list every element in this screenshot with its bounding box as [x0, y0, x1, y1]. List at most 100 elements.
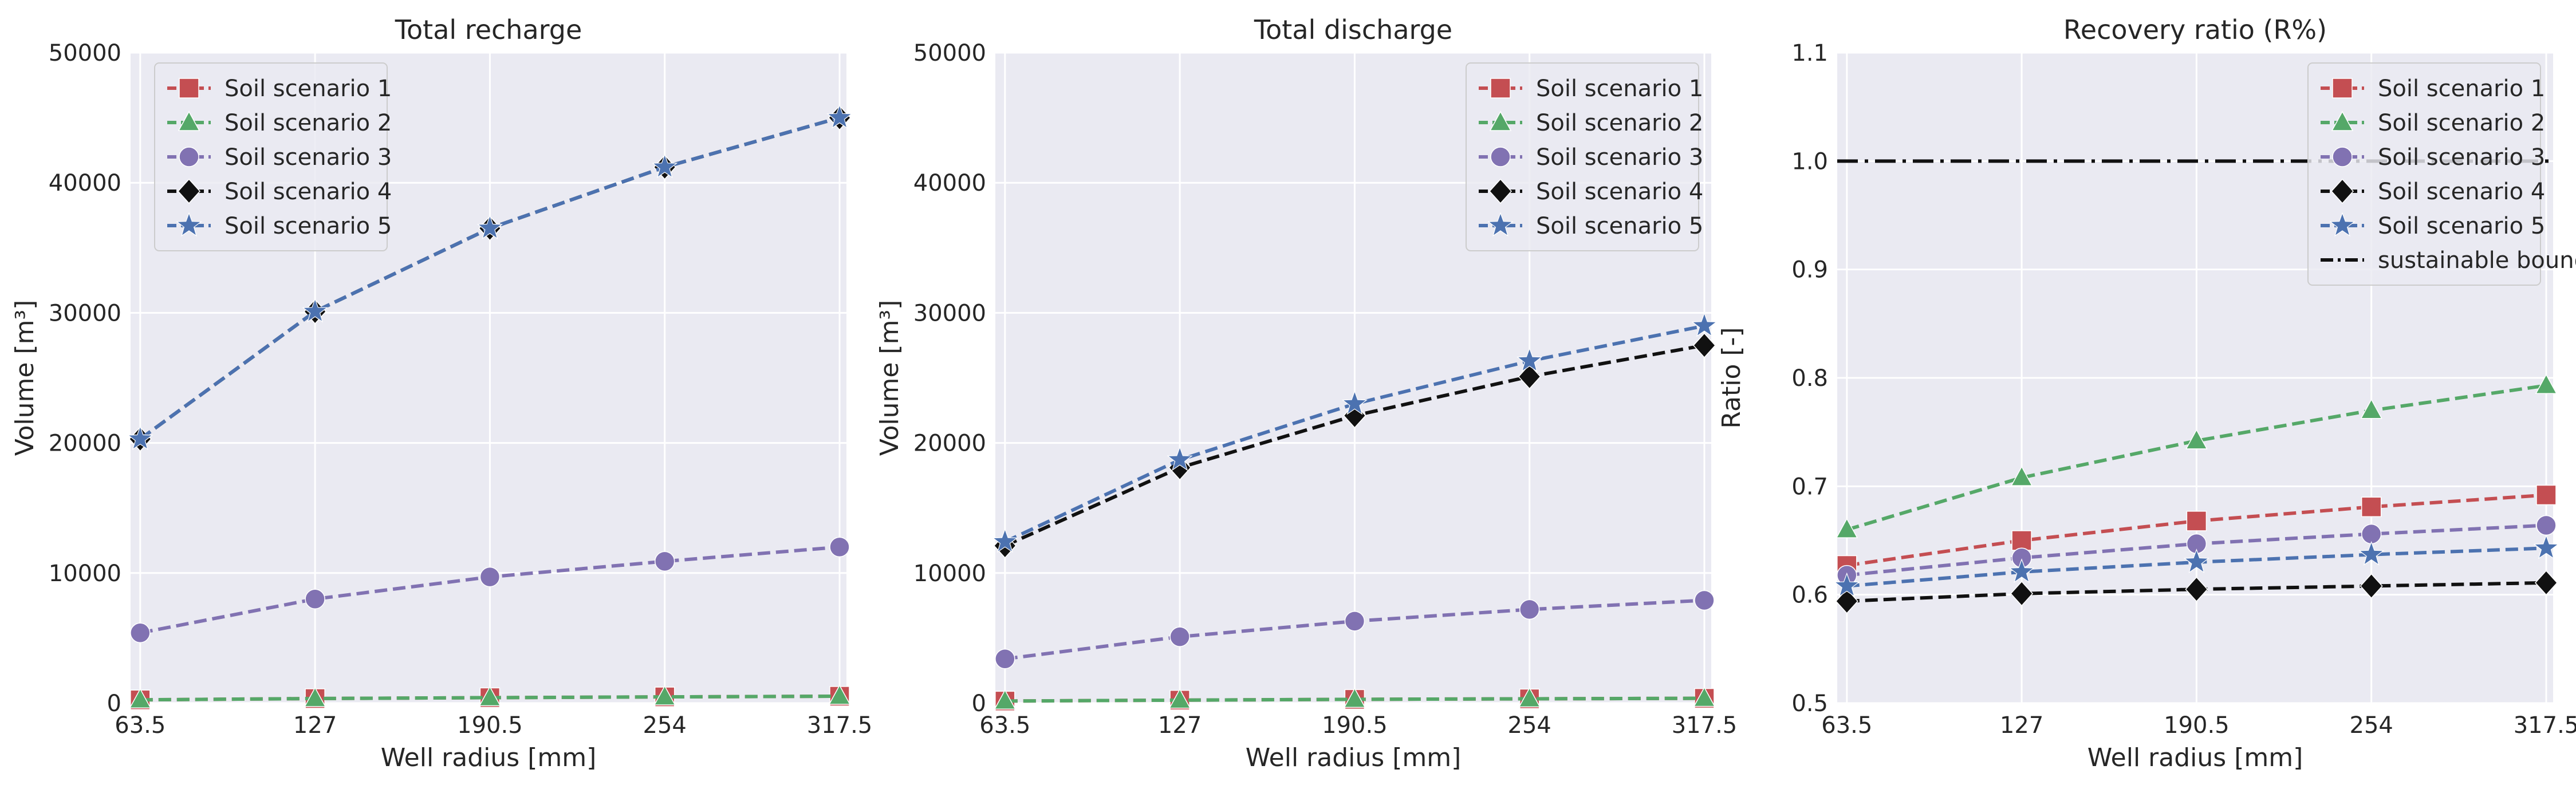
legend: Soil scenario 1 Soil scenario 2 Soil scena…	[2307, 62, 2576, 286]
legend-entry: Soil scenario 4	[2321, 178, 2545, 205]
legend-label: Soil scenario 3	[2378, 144, 2545, 171]
legend-marker	[179, 78, 199, 98]
data-point	[653, 685, 676, 705]
data-point	[1692, 333, 1716, 358]
data-point	[1341, 390, 1368, 415]
data-point	[1169, 626, 1190, 647]
data-point	[302, 298, 328, 323]
legend-label: Soil scenario 1	[1536, 76, 1703, 102]
data-point	[2185, 577, 2208, 602]
x-tick-label: 190.5	[2164, 712, 2230, 739]
y-axis-label: Ratio [-]	[1717, 327, 1746, 428]
legend-label: Soil scenario 1	[2378, 76, 2545, 102]
data-point	[652, 153, 678, 179]
series-4	[993, 333, 1716, 559]
legend-label: Soil scenario 5	[2378, 213, 2545, 239]
x-tick-label: 254	[1508, 712, 1551, 739]
x-tick-label: 254	[643, 712, 687, 739]
legend: Soil scenario 1 Soil scenario 2 Soil scena…	[1466, 62, 1703, 251]
series-3	[995, 590, 1715, 669]
data-point	[2360, 399, 2382, 419]
data-point	[2535, 373, 2558, 394]
data-point	[1693, 687, 1716, 707]
legend-entry: Soil scenario 2	[167, 110, 392, 136]
data-point	[995, 649, 1015, 669]
legend-label: Soil scenario 4	[224, 179, 392, 205]
data-point	[2361, 523, 2382, 545]
legend-marker	[176, 212, 202, 237]
legend-box	[1466, 62, 1699, 251]
y-tick-label: 50000	[913, 40, 986, 66]
legend-entry: Soil scenario 4	[1479, 178, 1703, 205]
legend-marker	[1487, 212, 1514, 237]
x-tick-label: 63.5	[979, 712, 1030, 739]
legend-label: sustainable boundary	[2378, 247, 2576, 274]
series-4	[1835, 570, 2558, 614]
y-tick-label: 50000	[49, 40, 121, 66]
data-point	[992, 528, 1018, 553]
legend-label: Soil scenario 2	[1536, 110, 1703, 136]
series-2	[994, 687, 1716, 710]
legend-marker	[1490, 147, 1511, 167]
x-tick-label: 127	[1158, 712, 1202, 739]
y-tick-label: 30000	[913, 300, 986, 326]
legend-entry: Soil scenario 4	[167, 178, 392, 205]
data-point	[2360, 573, 2383, 599]
legend-marker	[2332, 147, 2353, 167]
data-point	[2010, 581, 2034, 606]
legend-entry: Soil scenario 3	[167, 144, 392, 171]
data-point	[127, 425, 153, 451]
data-point	[2536, 515, 2557, 536]
data-point	[2010, 465, 2033, 486]
x-tick-label: 317.5	[1672, 712, 1738, 739]
legend-label: Soil scenario 4	[1536, 179, 1703, 205]
y-tick-label: 20000	[913, 431, 986, 457]
legend-marker	[1488, 178, 1512, 204]
data-point	[2011, 530, 2032, 551]
y-tick-label: 0.6	[1791, 582, 1828, 609]
y-tick-label: 20000	[49, 431, 121, 457]
data-point	[1344, 687, 1366, 708]
chart-title: Recovery ratio (R%)	[2063, 14, 2327, 45]
y-axis-label: Volume [m³]	[875, 300, 904, 456]
legend-label: Soil scenario 3	[224, 144, 392, 171]
data-point	[129, 688, 152, 709]
y-tick-label: 1.1	[1791, 40, 1828, 66]
data-point	[479, 685, 501, 707]
chart-title: Total recharge	[395, 14, 582, 45]
legend-entry: Soil scenario 1	[1479, 76, 1703, 102]
x-axis-label: Well radius [mm]	[2087, 743, 2303, 772]
data-point	[476, 214, 503, 239]
legend-label: Soil scenario 2	[224, 110, 392, 136]
legend-marker	[177, 178, 201, 204]
data-point	[994, 689, 1017, 710]
data-point	[2533, 534, 2559, 559]
y-tick-label: 10000	[49, 561, 121, 587]
x-tick-label: 63.5	[115, 712, 166, 739]
data-point	[2358, 540, 2385, 566]
legend-label: Soil scenario 2	[2378, 110, 2545, 136]
legend-marker	[2332, 78, 2353, 98]
y-tick-label: 40000	[913, 170, 986, 196]
data-point	[1836, 518, 1858, 538]
data-point	[305, 589, 325, 609]
legend-label: Soil scenario 4	[2378, 179, 2545, 205]
chart-panel-1: 0 10000 20000 30000 40000 50000 63.5 127 190.5 25…	[10, 14, 872, 772]
series-2	[129, 684, 851, 709]
data-point	[2186, 511, 2207, 531]
legend-entry: Soil scenario 5	[2321, 212, 2545, 239]
data-point	[1517, 347, 1543, 372]
y-tick-label: 0.8	[1791, 365, 1828, 392]
data-point	[1518, 687, 1541, 708]
y-tick-label: 0	[107, 691, 121, 717]
data-point	[2534, 570, 2558, 595]
series-5	[127, 104, 853, 451]
x-tick-label: 190.5	[457, 712, 523, 739]
data-point	[1344, 611, 1365, 632]
y-tick-label: 0.7	[1791, 474, 1828, 500]
legend-marker	[2329, 212, 2356, 237]
series-5	[992, 312, 1718, 553]
y-tick-label: 0.5	[1791, 691, 1828, 717]
legend-marker	[2330, 178, 2354, 204]
